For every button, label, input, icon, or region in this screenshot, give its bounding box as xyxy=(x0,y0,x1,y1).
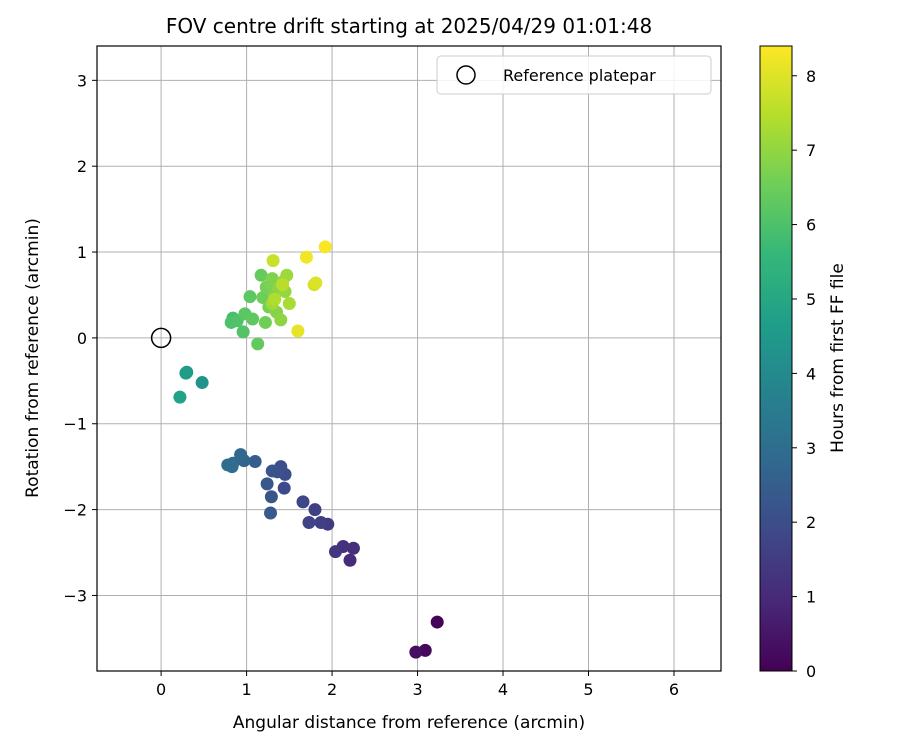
colorbar-tick-label: 6 xyxy=(806,216,816,235)
x-axis-label: Angular distance from reference (arcmin) xyxy=(233,713,585,733)
x-tick-label: 0 xyxy=(156,680,166,699)
x-tick-label: 1 xyxy=(241,680,251,699)
data-point xyxy=(258,315,272,329)
data-point xyxy=(264,506,278,520)
data-point xyxy=(291,324,305,338)
data-point xyxy=(265,272,279,286)
y-tick-label: 2 xyxy=(77,157,87,176)
data-point xyxy=(299,250,313,264)
data-point xyxy=(275,278,289,292)
colorbar-tick-label: 4 xyxy=(806,364,816,383)
data-point xyxy=(179,366,193,380)
reference-platepar-marker xyxy=(150,327,172,349)
legend-label-reference: Reference platepar xyxy=(503,66,656,85)
data-point xyxy=(409,645,423,659)
legend: Reference platepar xyxy=(436,55,712,95)
y-tick-label: 1 xyxy=(77,243,87,262)
data-point xyxy=(430,615,444,629)
y-tick-label: 3 xyxy=(77,71,87,90)
data-point xyxy=(243,290,257,304)
data-point xyxy=(302,515,316,529)
data-point xyxy=(274,313,288,327)
plot-points xyxy=(173,240,444,659)
data-point xyxy=(282,297,296,311)
data-point xyxy=(328,545,342,559)
y-tick-label: −2 xyxy=(63,501,87,520)
data-point xyxy=(254,268,268,282)
y-tick-label: −1 xyxy=(63,415,87,434)
colorbar-ticks: 0 1 2 3 4 5 6 7 8 xyxy=(792,67,816,681)
data-point xyxy=(246,312,260,326)
data-point xyxy=(318,240,332,254)
data-point xyxy=(251,337,265,351)
colorbar-label: Hours from first FF file xyxy=(828,263,848,453)
colorbar-tick-label: 5 xyxy=(806,290,816,309)
x-tick-label: 4 xyxy=(498,680,508,699)
colorbar-tick-label: 2 xyxy=(806,513,816,532)
colorbar-gradient xyxy=(759,45,793,672)
data-point xyxy=(195,376,209,390)
colorbar-tick-label: 1 xyxy=(806,588,816,607)
x-axis-ticks: 0 1 2 3 4 5 6 xyxy=(156,671,679,699)
data-point xyxy=(268,292,282,306)
x-tick-label: 2 xyxy=(327,680,337,699)
x-tick-label: 3 xyxy=(412,680,422,699)
data-point xyxy=(308,503,322,517)
y-tick-label: 0 xyxy=(77,329,87,348)
data-point xyxy=(236,325,250,339)
x-tick-label: 5 xyxy=(583,680,593,699)
data-point xyxy=(234,448,248,462)
data-point xyxy=(296,495,310,509)
data-point xyxy=(343,553,357,567)
y-tick-label: −3 xyxy=(63,586,87,605)
data-point xyxy=(277,481,291,495)
legend-reference-marker xyxy=(456,65,476,85)
chart-title: FOV centre drift starting at 2025/04/29 … xyxy=(166,14,652,38)
data-point xyxy=(266,254,280,268)
plot-frame xyxy=(96,45,722,672)
colorbar-tick-label: 3 xyxy=(806,439,816,458)
plot-grid xyxy=(97,46,721,671)
data-point xyxy=(265,464,279,478)
data-point xyxy=(248,455,262,469)
legend-box xyxy=(436,55,712,95)
data-point xyxy=(173,390,187,404)
x-tick-label: 6 xyxy=(669,680,679,699)
data-point xyxy=(260,477,274,491)
data-point xyxy=(256,291,270,305)
data-point xyxy=(314,515,328,529)
colorbar-tick-label: 0 xyxy=(806,662,816,681)
data-point xyxy=(309,276,323,290)
colorbar: 0 1 2 3 4 5 6 7 8 Hours from first FF file xyxy=(759,45,848,681)
data-point xyxy=(346,541,360,555)
data-point xyxy=(225,460,239,474)
colorbar-tick-label: 8 xyxy=(806,67,816,86)
y-axis-label: Rotation from reference (arcmin) xyxy=(23,218,43,498)
colorbar-tick-label: 7 xyxy=(806,141,816,160)
y-axis-ticks: −3 −2 −1 0 1 2 3 xyxy=(63,71,97,605)
data-point xyxy=(264,490,278,504)
reference-marker xyxy=(150,327,172,349)
